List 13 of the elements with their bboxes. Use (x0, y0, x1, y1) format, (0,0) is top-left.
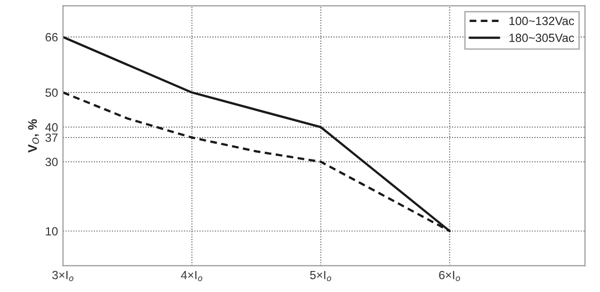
y-axis-title: V$_{O}$, % (28, 119, 39, 153)
y-tick-label: 30 (45, 158, 58, 166)
x-tick-label: 4×I$_{o}$ (181, 270, 202, 282)
y-tick-label: 66 (46, 33, 58, 42)
legend-label: 180~305Vac (510, 34, 574, 42)
y-tick-label: 50 (45, 88, 58, 97)
x-tick-label: 3×I$_{o}$ (52, 270, 74, 282)
y-tick-label: 37 (45, 134, 58, 142)
x-tick-label: 6×I$_{o}$ (439, 270, 460, 282)
x-tick-label: 5×I$_{o}$ (310, 270, 332, 282)
y-tick-label: 40 (45, 123, 58, 132)
y-tick-label: 10 (46, 227, 58, 236)
legend-label: 100~132Vac (510, 16, 574, 26)
